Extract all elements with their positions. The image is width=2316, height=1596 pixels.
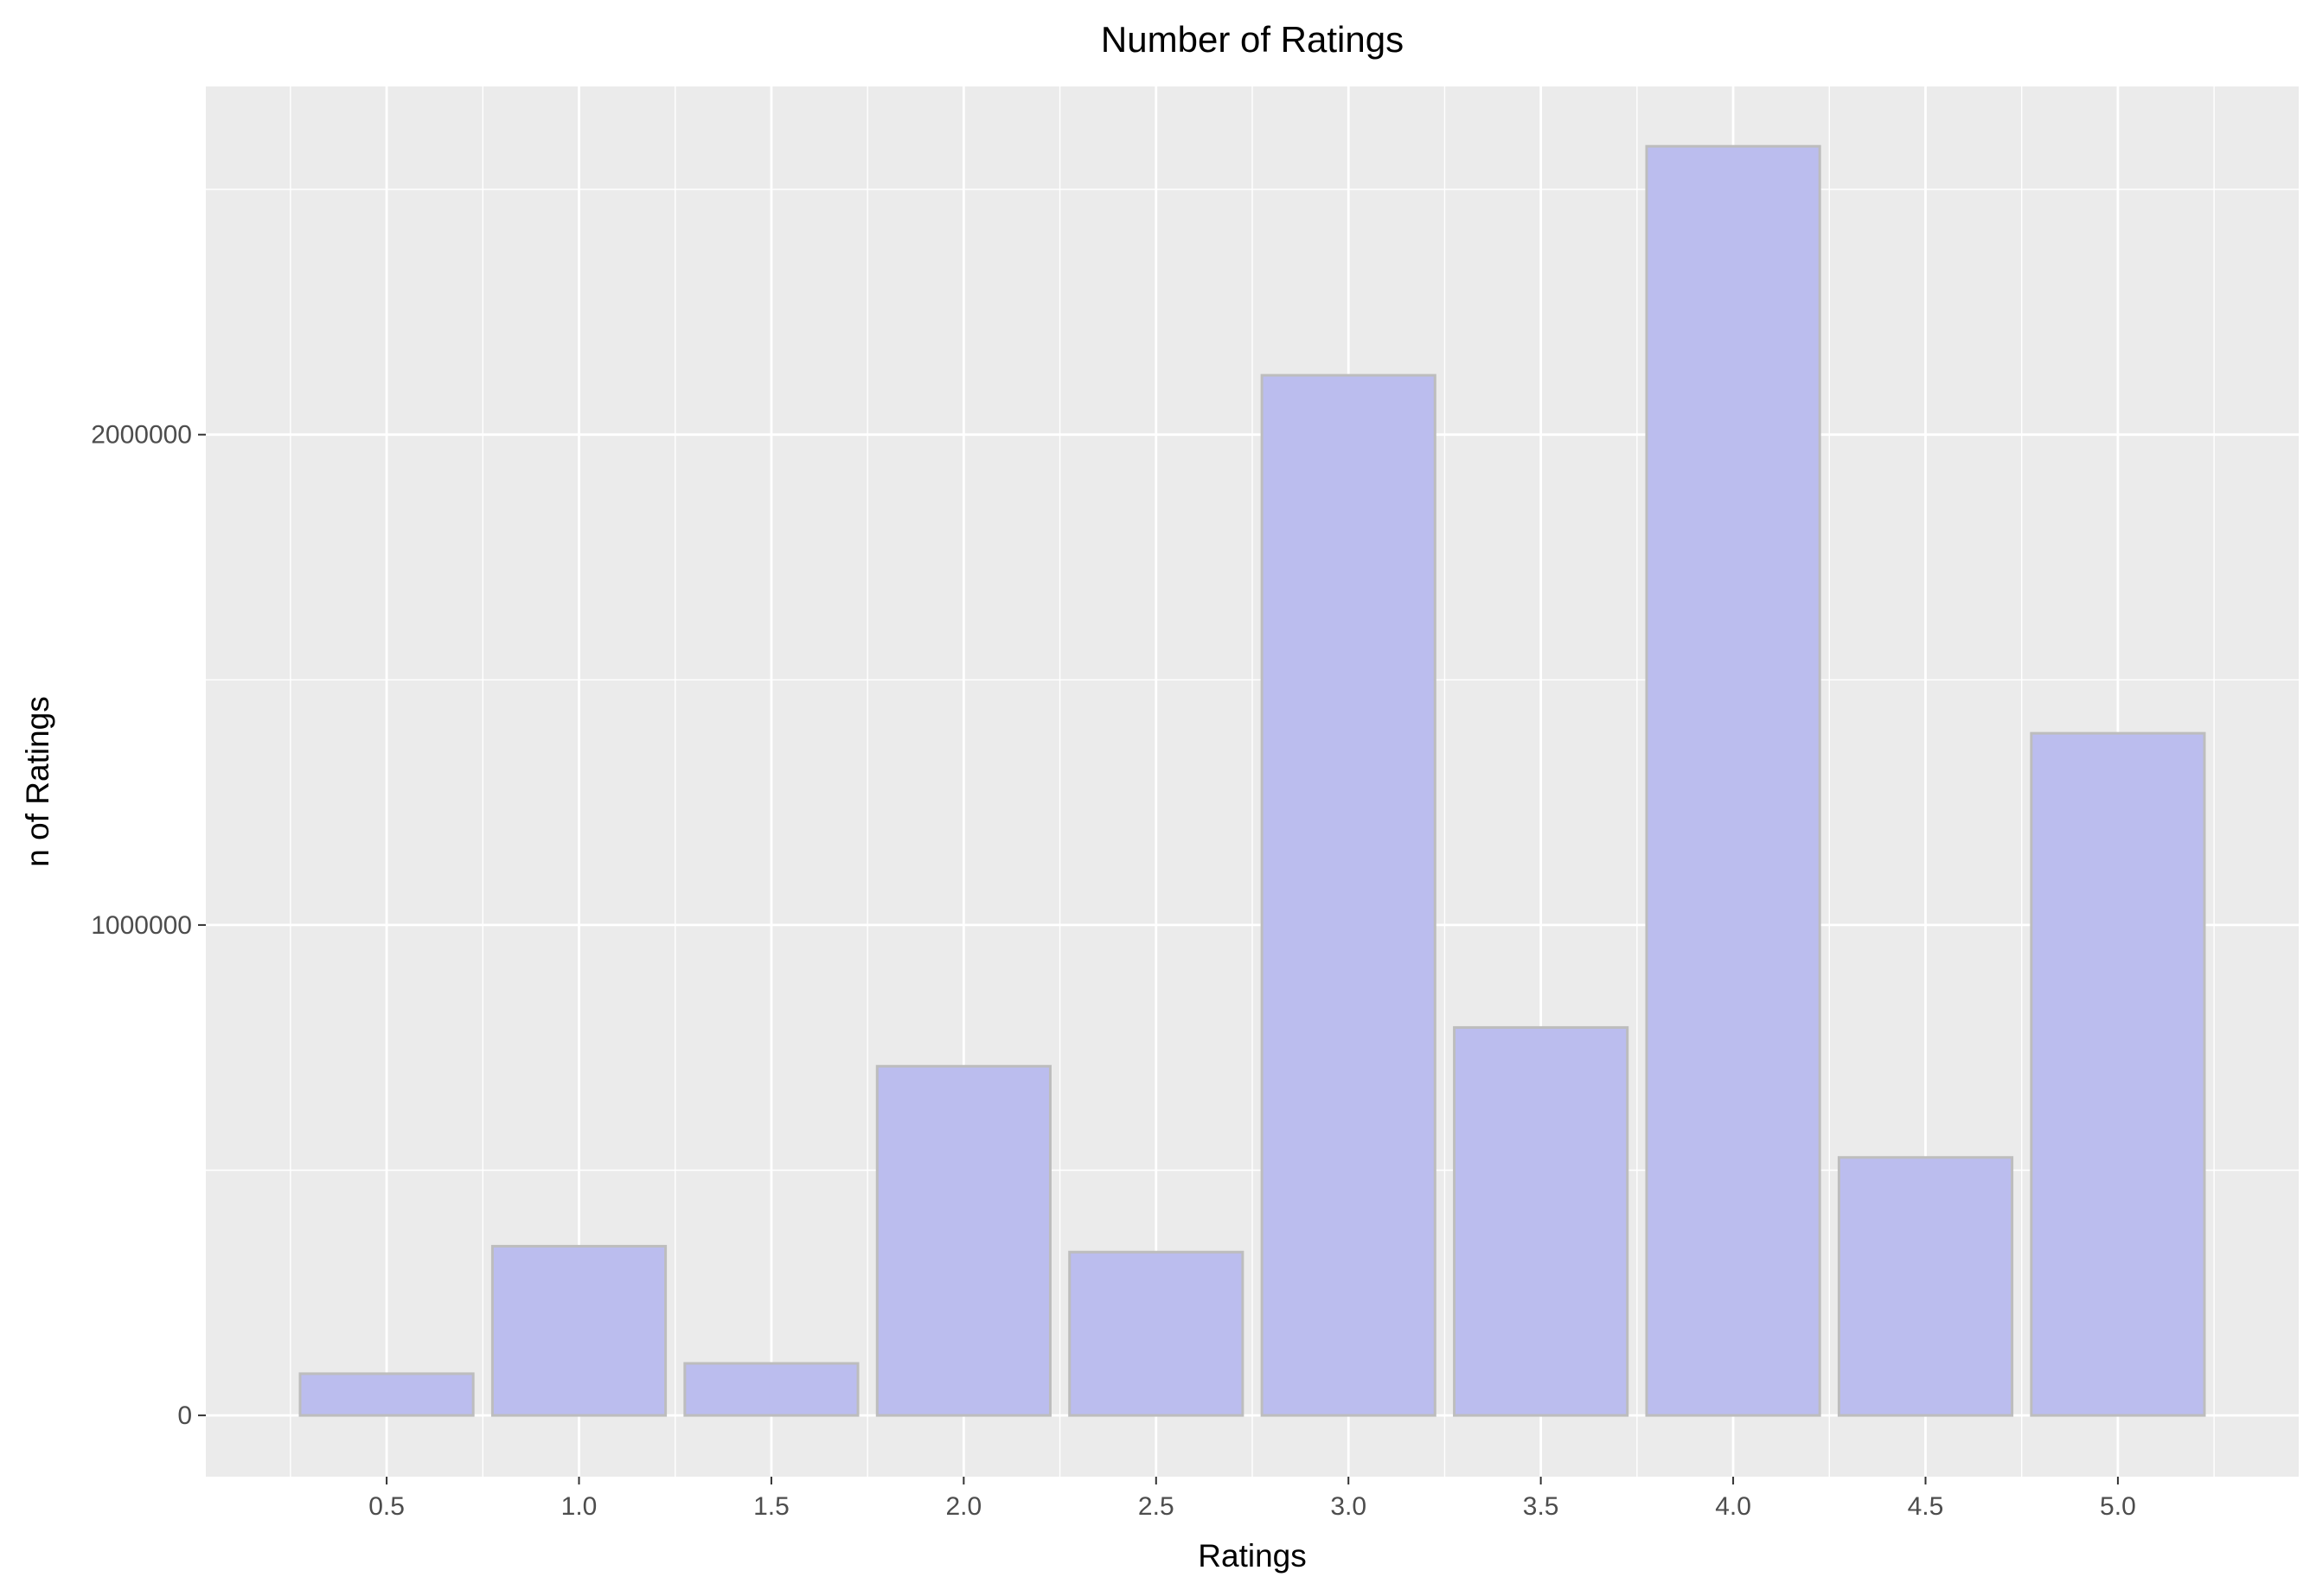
x-tick-label: 2.0 xyxy=(946,1492,982,1521)
x-tick-label: 4.0 xyxy=(1715,1492,1751,1521)
bars xyxy=(298,144,2206,1417)
bar-0.5 xyxy=(298,1372,475,1417)
x-tick-label: 5.0 xyxy=(2100,1492,2136,1521)
chart-title: Number of Ratings xyxy=(1101,19,1404,60)
bar-4.5 xyxy=(1837,1156,2014,1417)
x-tick-label: 3.0 xyxy=(1330,1492,1366,1521)
y-axis-title: n of Ratings xyxy=(20,696,55,866)
x-tick-label: 1.5 xyxy=(753,1492,790,1521)
y-tick-label: 2000000 xyxy=(91,421,192,450)
x-tick-label: 3.5 xyxy=(1523,1492,1559,1521)
x-axis-ticks: 0.5 1.0 1.5 2.0 2.5 3.0 3.5 4.0 4.5 5.0 xyxy=(368,1477,2136,1521)
bar-2.0 xyxy=(875,1064,1052,1417)
y-tick-label: 1000000 xyxy=(91,911,192,940)
bar-3.5 xyxy=(1453,1025,1629,1417)
y-tick-label: 0 xyxy=(177,1401,192,1430)
x-tick-label: 2.5 xyxy=(1138,1492,1174,1521)
bar-4.0 xyxy=(1645,144,1821,1417)
bar-5.0 xyxy=(2030,731,2206,1417)
x-axis-title: Ratings xyxy=(1198,1538,1306,1574)
bar-1.0 xyxy=(490,1244,668,1417)
x-tick-label: 1.0 xyxy=(561,1492,598,1521)
bar-1.5 xyxy=(683,1362,860,1417)
y-axis-ticks: 0 1000000 2000000 xyxy=(91,421,206,1430)
x-tick-label: 0.5 xyxy=(368,1492,405,1521)
bar-3.0 xyxy=(1260,373,1436,1417)
bar-2.5 xyxy=(1068,1250,1244,1417)
x-tick-label: 4.5 xyxy=(1908,1492,1944,1521)
minor-gridlines xyxy=(206,86,2299,1477)
